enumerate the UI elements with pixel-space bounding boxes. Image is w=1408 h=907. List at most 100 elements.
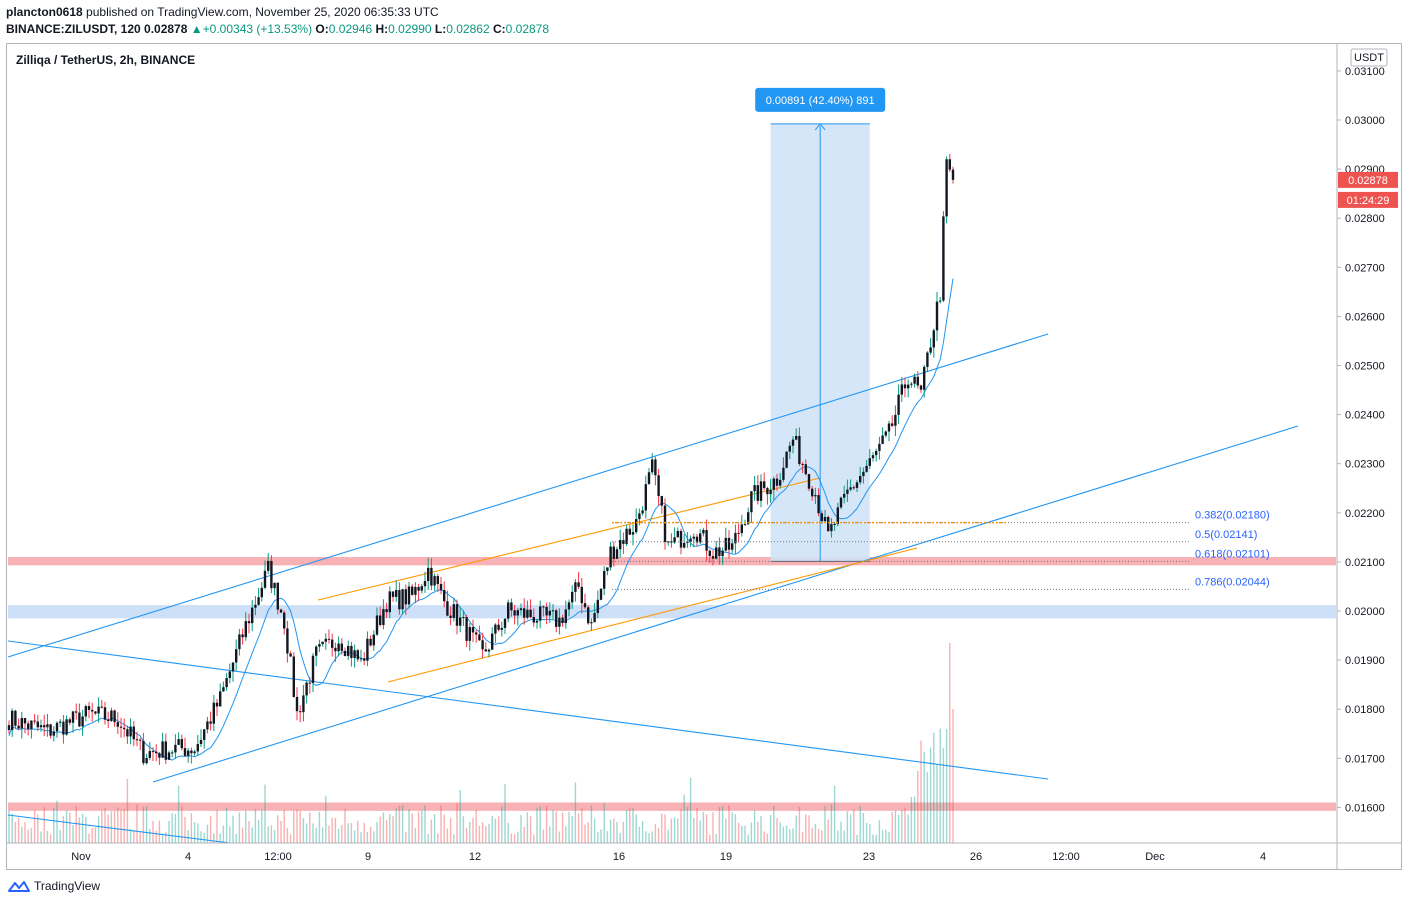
candle-body [430,567,433,586]
candle-body [254,604,257,608]
volume-bar [81,813,84,843]
candle-body [596,599,599,613]
volume-bar [894,810,897,843]
volume-bar [469,822,471,843]
volume-bar [833,785,836,843]
author-name[interactable]: plancton0618 [6,5,83,19]
volume-bar [862,812,865,843]
candle-body [36,721,39,728]
volume-bar [389,814,391,843]
volume-bar [552,809,554,843]
volume-bar [481,822,484,843]
candle-body [439,583,443,591]
candle-body [567,602,571,610]
volume-bar [453,834,455,843]
candle-body [427,567,430,582]
candle-body [625,528,628,544]
volume-bar [664,814,666,843]
candle-body [948,159,951,170]
volume-bar [888,831,890,843]
countdown-text: 01:24:29 [1347,195,1390,207]
volume-bar [40,831,42,843]
candle-body [391,591,395,597]
candle-body [228,671,231,678]
volume-bar [811,827,813,843]
candle-body [411,586,414,595]
candle-body [267,560,270,571]
candle-body [679,531,683,548]
candle-body [718,547,721,557]
candle-body [30,720,33,729]
volume-bar [926,772,929,843]
candle-body [103,707,107,720]
volume-bar [821,830,823,843]
candle-body [756,485,759,501]
candle-body [939,300,942,302]
volume-bar [145,806,148,843]
chart-panel [6,43,1402,870]
volume-bar [705,814,708,843]
ticker: BINANCE:ZILUSDT, 120 [6,22,141,36]
symbol-title: Zilliqa / TetherUS, 2h, BINANCE [16,53,196,67]
candle-body [363,658,366,661]
volume-bar [312,823,314,843]
volume-bar [456,803,458,843]
volume-bar [27,829,29,843]
candle-body [471,627,475,633]
volume-bar [513,834,516,843]
candle-body [11,710,14,731]
volume-bar [379,816,381,843]
price-tick-label: 0.02400 [1345,410,1385,422]
candle-body [779,479,782,486]
candle-body [17,725,20,729]
volume-bar [440,805,442,843]
volume-bar [693,817,695,843]
candle-body [94,711,97,714]
last-price-tag [1338,171,1398,188]
candle-body [65,719,68,735]
candle-body [350,645,353,658]
volume-bar [686,806,689,843]
candle-body [119,726,123,728]
candle-body [299,711,302,713]
candle-body [884,431,887,436]
volume-bar [433,814,436,843]
candle-body [583,603,587,608]
tradingview-logo[interactable]: TradingView [8,879,100,893]
candle-body [135,739,139,741]
currency-box [1350,48,1388,67]
volume-bar [443,814,445,843]
candle-body [155,751,158,754]
candle-body [523,608,526,618]
volume-bar [561,812,564,843]
volume-bar [651,831,653,843]
candle-body [695,536,699,543]
time-tick-label: 12:00 [264,851,292,863]
candle-body [897,394,900,415]
volume-bar [120,810,122,843]
volume-bar [117,807,119,843]
volume-bar [414,827,417,843]
volume-bar [43,807,45,843]
candle-body [849,487,852,490]
candle-body [193,751,196,754]
candle-body [894,414,897,426]
candle-body [276,582,279,610]
volume-bar [696,808,698,843]
volume-bar [744,825,746,843]
candle-body [497,624,500,630]
volume-bar [654,824,657,843]
volume-bar [641,821,644,843]
volume-bar [542,829,545,843]
candle-body [465,617,468,641]
volume-bar [907,814,909,843]
low-value: 0.02862 [446,22,490,36]
candle-body [321,641,324,645]
candle-body [503,618,507,628]
published-text: published on TradingView.com, November 2… [86,5,439,19]
volume-bar [645,831,647,843]
candle-body [81,716,84,727]
candle-body [292,656,295,697]
candle-body [539,606,542,621]
